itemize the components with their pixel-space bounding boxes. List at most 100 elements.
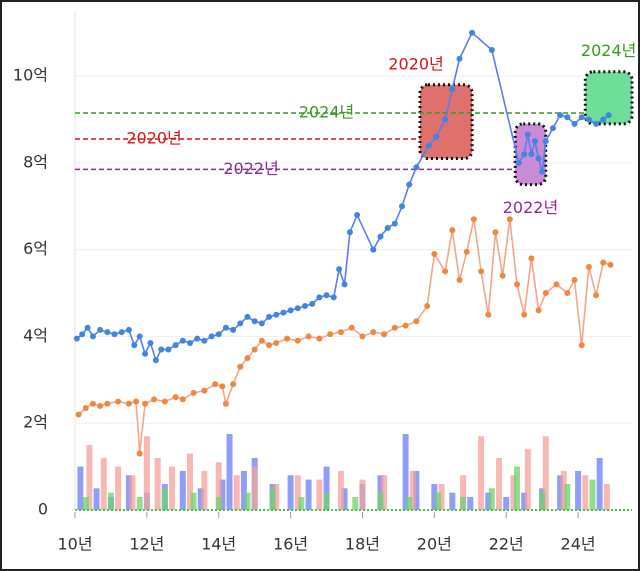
- price-point: [346, 229, 353, 236]
- price-point: [449, 227, 456, 234]
- x-tick-label: 20년: [417, 535, 452, 554]
- price-point: [593, 292, 600, 299]
- price-point: [251, 346, 258, 353]
- price-point: [391, 220, 398, 227]
- volume-bar: [323, 466, 330, 510]
- volume-bar: [86, 444, 93, 510]
- price-point: [578, 114, 585, 121]
- price-point: [309, 300, 316, 307]
- price-point: [244, 313, 251, 320]
- volume-bar: [251, 466, 258, 510]
- price-point: [442, 116, 449, 123]
- volume-bar: [478, 436, 485, 510]
- volume-bar: [406, 496, 413, 510]
- volume-bar: [359, 479, 366, 510]
- price-point: [89, 400, 96, 407]
- price-point: [557, 112, 564, 119]
- price-point: [549, 125, 556, 132]
- price-point: [294, 305, 301, 312]
- price-point: [115, 398, 122, 405]
- price-point: [524, 131, 531, 138]
- volume-bar: [186, 453, 193, 510]
- price-point: [542, 138, 549, 145]
- price-point: [456, 277, 463, 284]
- price-point: [585, 116, 592, 123]
- price-point: [406, 181, 413, 188]
- price-point: [230, 326, 237, 333]
- price-point: [316, 294, 323, 301]
- price-point: [142, 400, 149, 407]
- volume-bar: [215, 462, 222, 510]
- volume-bar: [564, 483, 571, 510]
- price-point: [336, 266, 343, 273]
- x-tick-label: 12년: [129, 535, 164, 554]
- price-point: [521, 151, 528, 158]
- volume-bar: [305, 479, 312, 510]
- volume-bar: [323, 492, 330, 510]
- price-point: [539, 168, 546, 175]
- price-point: [413, 318, 420, 325]
- price-point: [531, 138, 538, 145]
- volume-bar: [244, 492, 251, 510]
- price-point: [142, 350, 149, 357]
- highlight-label: 2024년: [581, 41, 636, 60]
- price-point: [384, 224, 391, 231]
- price-point: [564, 290, 571, 297]
- volume-bar: [413, 470, 420, 510]
- volume-bar: [298, 496, 305, 510]
- price-point: [348, 324, 355, 331]
- price-point: [399, 203, 406, 210]
- volume-bar: [560, 470, 567, 510]
- price-point: [514, 281, 521, 288]
- price-point: [337, 329, 344, 336]
- volume-bar: [93, 488, 100, 510]
- price-point: [201, 337, 208, 344]
- price-point: [280, 309, 287, 316]
- price-point: [585, 264, 592, 271]
- price-point: [605, 112, 612, 119]
- price-point: [133, 398, 140, 405]
- price-point: [553, 281, 560, 288]
- price-point: [151, 396, 158, 403]
- price-point: [370, 329, 377, 336]
- price-point: [600, 259, 607, 266]
- price-point: [499, 272, 506, 279]
- price-point: [301, 303, 308, 310]
- price-point: [542, 290, 549, 297]
- price-point: [208, 333, 215, 340]
- price-point: [506, 216, 513, 223]
- volume-bar: [582, 475, 589, 510]
- price-point: [535, 155, 542, 162]
- price-point: [258, 320, 265, 327]
- volume-bar: [603, 483, 610, 510]
- price-point: [593, 120, 600, 127]
- price-point: [488, 47, 495, 54]
- price-point: [179, 396, 186, 403]
- volume-bar: [179, 470, 186, 510]
- price-point: [327, 331, 334, 338]
- price-point: [104, 400, 111, 407]
- highlight-label: 2020년: [388, 54, 443, 73]
- price-point: [381, 331, 388, 338]
- price-point: [492, 229, 499, 236]
- volume-bar: [510, 475, 517, 510]
- volume-bar: [226, 434, 233, 510]
- volume-bar: [402, 434, 409, 510]
- price-point: [104, 329, 111, 336]
- volume-bar: [77, 466, 84, 510]
- price-point: [287, 307, 294, 314]
- price-point: [354, 211, 361, 218]
- volume-bar: [294, 475, 301, 510]
- price-point: [521, 311, 528, 318]
- volume-bar: [169, 466, 176, 510]
- volume-bar: [539, 492, 546, 510]
- volume-bar: [197, 488, 204, 510]
- volume-bar: [377, 492, 384, 510]
- price-point: [186, 339, 193, 346]
- price-point: [111, 331, 118, 338]
- price-point: [73, 335, 80, 342]
- price-point: [449, 86, 456, 93]
- price-point: [463, 248, 470, 255]
- price-point: [515, 159, 522, 166]
